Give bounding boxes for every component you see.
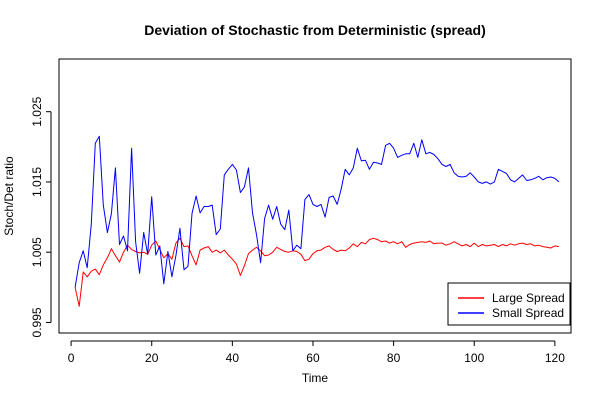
series-line-large-spread <box>74 237 559 307</box>
x-tick-label: 120 <box>545 351 565 365</box>
x-axis-label: Time <box>302 371 329 385</box>
plot-frame <box>58 58 572 334</box>
y-tick-label: 1.015 <box>30 167 44 197</box>
x-tick-label: 100 <box>464 351 484 365</box>
series-layer <box>74 135 560 307</box>
x-tick-label: 0 <box>68 351 75 365</box>
legend-label-large-spread: Large Spread <box>492 291 565 305</box>
x-tick-label: 20 <box>145 351 159 365</box>
y-axis-label: Stoch/Det ratio <box>2 156 16 236</box>
chart-title: Deviation of Stochastic from Determinist… <box>144 22 486 38</box>
x-tick-label: 80 <box>387 351 401 365</box>
x-tick-label: 60 <box>306 351 320 365</box>
series-line-small-spread <box>74 135 560 288</box>
legend: Large Spread Small Spread <box>447 282 571 326</box>
y-axis: 0.995 1.005 1.015 1.025 <box>30 96 52 337</box>
y-tick-label: 1.025 <box>30 96 44 126</box>
x-tick-label: 40 <box>226 351 240 365</box>
x-axis: 0 20 40 60 80 100 120 <box>68 340 565 365</box>
y-tick-label: 0.995 <box>30 307 44 337</box>
legend-label-small-spread: Small Spread <box>492 306 564 320</box>
y-tick-label: 1.005 <box>30 237 44 267</box>
legend-box <box>447 282 571 326</box>
